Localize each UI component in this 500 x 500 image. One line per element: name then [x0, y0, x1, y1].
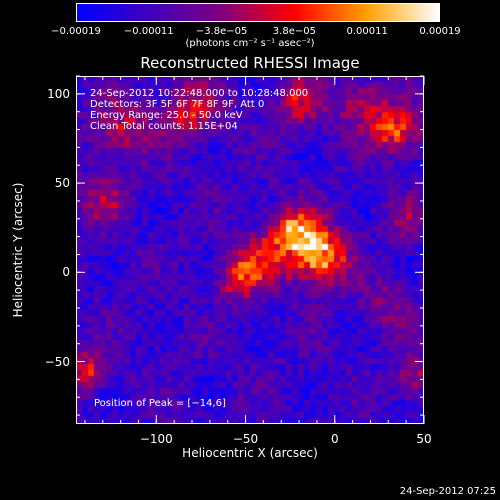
y-axis-label: Heliocentric Y (arcsec): [11, 182, 25, 318]
annotation-time: 24-Sep-2012 10:22:48.000 to 10:28:48.000: [90, 88, 309, 99]
footer-date: 24-Sep-2012 07:25: [399, 486, 496, 497]
chart-title: Reconstructed RHESSI Image: [140, 54, 360, 72]
colorbar-tick-label: −0.00011: [123, 26, 174, 37]
heatmap-image: [76, 76, 424, 424]
x-tick-label: 0: [330, 432, 339, 446]
peak-position-label: Position of Peak = [−14,6]: [94, 398, 226, 409]
colorbar-tick-label: 0.00019: [419, 26, 461, 37]
x-tick-label: 50: [416, 432, 432, 446]
colorbar-tick-label: −3.8e−05: [195, 26, 248, 37]
colorbar: [76, 3, 440, 22]
annotation-energy: Energy Range: 25.0 - 50.0 keV: [90, 110, 243, 121]
colorbar-units: (photons cm⁻² s⁻¹ asec⁻²): [185, 38, 315, 49]
y-tick-label: 100: [47, 86, 70, 101]
y-tick-label: 0: [62, 265, 70, 280]
colorbar-tick-label: 0.00011: [346, 26, 388, 37]
colorbar-tick-label: 3.8e−05: [272, 26, 316, 37]
y-tick-label: 50: [54, 176, 70, 191]
x-tick-label: −50: [232, 432, 259, 446]
colorbar-tick-label: −0.00019: [51, 26, 101, 37]
annotation-detectors: Detectors: 3F 5F 6F 7F 8F 9F, Att 0: [90, 99, 265, 110]
x-tick-label: −100: [139, 432, 173, 446]
annotation-clean: Clean Total counts: 1.15E+04: [90, 121, 238, 132]
y-tick-label: −50: [44, 354, 70, 369]
annotation-block: 24-Sep-2012 10:22:48.000 to 10:28:48.000…: [90, 88, 308, 132]
x-axis-label: Heliocentric X (arcsec): [182, 446, 318, 460]
